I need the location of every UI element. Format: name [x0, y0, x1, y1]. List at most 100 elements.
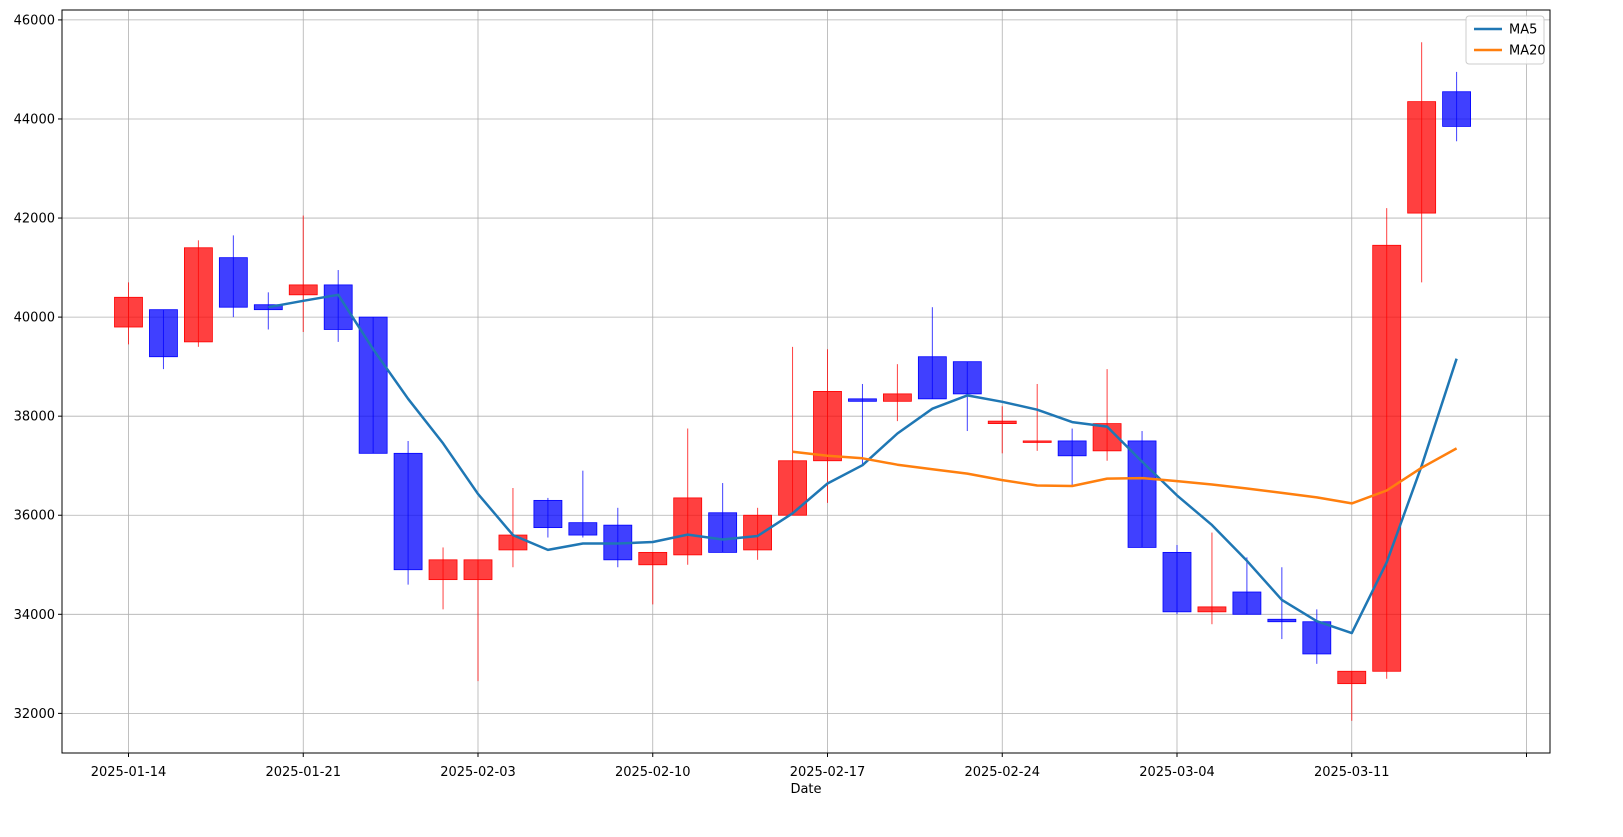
candle-down — [1162, 544, 1192, 615]
candle-up — [883, 364, 912, 422]
candle-body — [358, 316, 388, 454]
candle-down — [323, 270, 353, 342]
candle-body — [708, 512, 738, 553]
candle-up — [987, 406, 1017, 454]
candle-up — [813, 349, 842, 503]
series-line-ma5 — [268, 293, 1458, 635]
candle-body — [428, 559, 458, 581]
candle-up — [1197, 532, 1227, 625]
legend-label-ma20: MA20 — [1509, 44, 1546, 59]
moving-average-lines — [268, 293, 1458, 635]
candle-body — [673, 497, 703, 556]
candle-body — [743, 514, 772, 551]
candle-body — [218, 257, 248, 308]
candle-body — [813, 391, 842, 462]
candle-down — [1232, 557, 1262, 615]
y-tick-label: 36000 — [14, 509, 55, 524]
plot-frame — [61, 9, 1551, 754]
x-tick-label: 2025-03-11 — [1314, 765, 1390, 780]
candles — [114, 42, 1471, 721]
candle-body — [149, 309, 178, 358]
legend-label-ma5: MA5 — [1509, 23, 1537, 38]
axes: 32000 34000 36000 38000 40000 42000 44000 46000… — [14, 13, 1527, 780]
candle-down — [603, 507, 633, 568]
candle-up — [288, 215, 318, 332]
candle-body — [1232, 591, 1262, 615]
candle-up — [673, 428, 703, 565]
x-tick-label: 2025-02-03 — [440, 765, 516, 780]
candle-up — [778, 346, 807, 516]
candle-body — [393, 452, 423, 571]
candle-body — [498, 534, 528, 551]
candle-body — [952, 361, 982, 395]
candle-up — [1337, 670, 1367, 721]
y-tick-label: 40000 — [14, 311, 55, 326]
candle-body — [1372, 244, 1402, 672]
candle-body — [463, 559, 493, 581]
candle-up — [428, 547, 458, 610]
candle-up — [1372, 208, 1402, 679]
candle-body — [987, 420, 1017, 425]
x-tick-label: 2025-02-24 — [964, 765, 1040, 780]
candle-down — [708, 483, 738, 553]
y-tick-label: 44000 — [14, 112, 55, 127]
y-tick-label: 42000 — [14, 212, 55, 227]
candle-up — [1407, 42, 1437, 283]
y-tick-label: 32000 — [14, 707, 55, 722]
x-tick-label: 2025-03-04 — [1139, 765, 1215, 780]
candle-down — [1057, 428, 1087, 486]
x-tick-label: 2025-02-17 — [790, 765, 866, 780]
y-tick-label: 46000 — [14, 13, 55, 28]
candle-up — [1022, 383, 1052, 451]
candle-down — [917, 307, 947, 400]
candle-down — [149, 309, 178, 370]
candle-up — [498, 487, 528, 568]
candle-down — [253, 292, 283, 330]
candle-body — [1337, 670, 1367, 685]
candle-down — [1302, 609, 1332, 664]
candle-down — [1442, 71, 1471, 142]
candle-down — [218, 235, 248, 318]
x-axis-label: Date — [790, 782, 821, 797]
x-tick-label: 2025-02-10 — [615, 765, 691, 780]
legend: MA5 MA20 — [1465, 15, 1546, 65]
candle-body — [1022, 440, 1052, 443]
candle-body — [114, 296, 143, 328]
candle-down — [358, 316, 388, 454]
candle-body — [1302, 621, 1332, 655]
candle-down — [848, 383, 877, 466]
candle-up — [1092, 369, 1122, 461]
candle-body — [1407, 101, 1437, 214]
candle-up — [463, 559, 493, 682]
series-line-ma20 — [792, 447, 1458, 505]
candle-body — [1162, 551, 1192, 613]
candle-body — [1057, 440, 1087, 457]
candle-down — [393, 440, 423, 585]
candle-up — [743, 507, 772, 560]
candle-body — [638, 551, 668, 566]
candle-up — [114, 282, 143, 345]
x-tick-label: 2025-01-21 — [265, 765, 341, 780]
candle-body — [883, 393, 912, 402]
candle-body — [917, 356, 947, 400]
candle-body — [1127, 440, 1157, 548]
candle-body — [533, 499, 563, 529]
candle-down — [1127, 431, 1157, 548]
candle-body — [1442, 91, 1471, 127]
candle-body — [323, 284, 353, 330]
y-tick-label: 34000 — [14, 608, 55, 623]
candle-down — [568, 470, 598, 538]
candle-body — [1267, 618, 1297, 623]
candle-body — [778, 460, 807, 516]
candle-body — [1197, 606, 1227, 613]
candle-down — [1267, 567, 1297, 640]
candle-body — [288, 284, 318, 296]
candle-up — [638, 551, 668, 605]
x-tick-label: 2025-01-14 — [91, 765, 167, 780]
candle-down — [533, 497, 563, 538]
candle-body — [183, 247, 213, 343]
candle-body — [568, 522, 598, 536]
candle-up — [183, 240, 213, 347]
